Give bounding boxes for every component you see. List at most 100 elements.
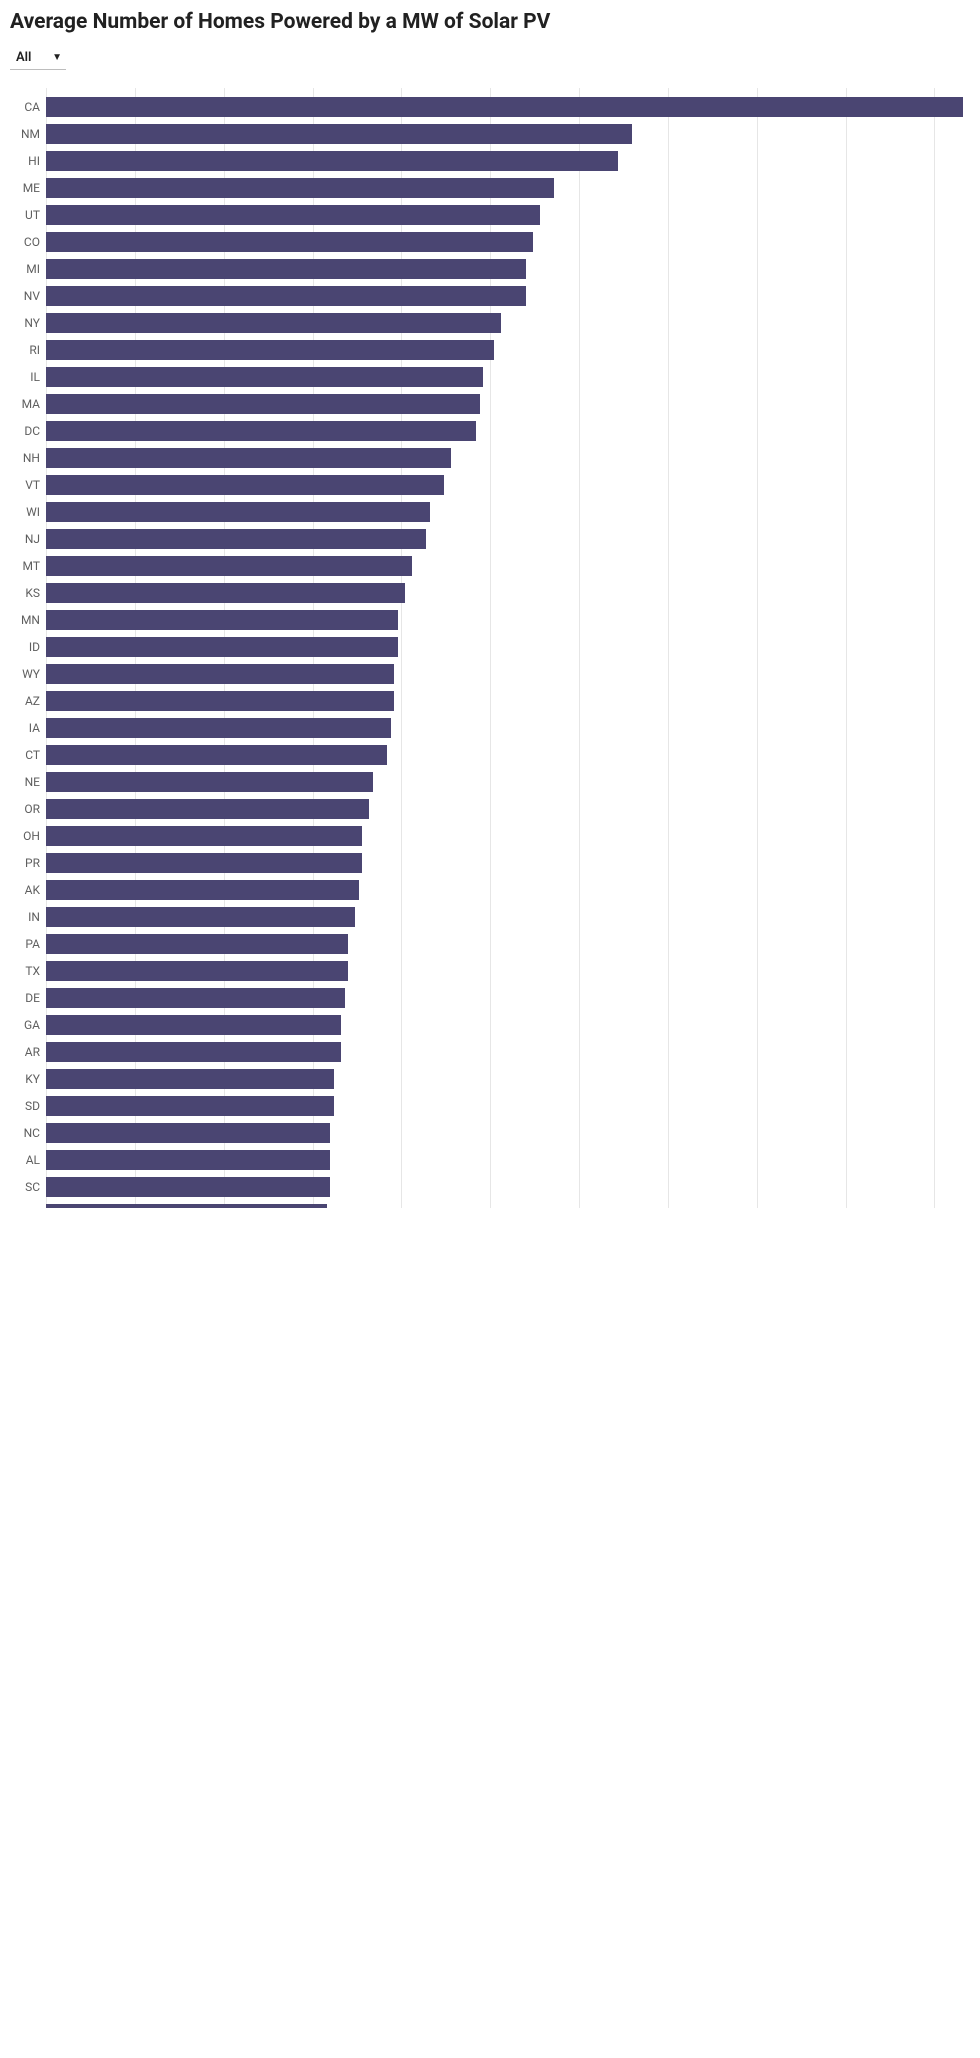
bar-track [46, 204, 970, 226]
bar-label: CT [10, 748, 46, 762]
bar-row: NE [10, 771, 970, 793]
bar[interactable] [46, 313, 501, 333]
bar-row: CA [10, 96, 970, 118]
bar-track [46, 123, 970, 145]
bar[interactable] [46, 691, 394, 711]
bar[interactable] [46, 853, 362, 873]
bar[interactable] [46, 907, 355, 927]
bar[interactable] [46, 880, 359, 900]
bar[interactable] [46, 1177, 330, 1197]
bar-track [46, 933, 970, 955]
bar[interactable] [46, 97, 963, 117]
bar[interactable] [46, 745, 387, 765]
bar-track [46, 420, 970, 442]
bar-label: AR [10, 1045, 46, 1059]
bar[interactable] [46, 988, 345, 1008]
bar[interactable] [46, 502, 430, 522]
bar-label: CA [10, 100, 46, 114]
bar-row: SC [10, 1176, 970, 1198]
bar-track [46, 528, 970, 550]
bar-row: TX [10, 960, 970, 982]
bar[interactable] [46, 124, 632, 144]
bar-track [46, 366, 970, 388]
bar-label: IL [10, 370, 46, 384]
bar-row: GA [10, 1014, 970, 1036]
bar[interactable] [46, 394, 480, 414]
bar[interactable] [46, 610, 398, 630]
bar[interactable] [46, 340, 494, 360]
bar[interactable] [46, 637, 398, 657]
bar[interactable] [46, 1123, 330, 1143]
bar-row: AZ [10, 690, 970, 712]
bar[interactable] [46, 1150, 330, 1170]
bar-track [46, 312, 970, 334]
bar-label: MN [10, 613, 46, 627]
bar[interactable] [46, 178, 554, 198]
bar-label: NY [10, 316, 46, 330]
bar[interactable] [46, 718, 391, 738]
bar[interactable] [46, 475, 444, 495]
bar-track [46, 231, 970, 253]
bar-row: KS [10, 582, 970, 604]
bar-track [46, 501, 970, 523]
bar[interactable] [46, 1069, 334, 1089]
filter-dropdown[interactable]: All ▼ [10, 46, 66, 70]
bar-track [46, 690, 970, 712]
bar-label: ID [10, 640, 46, 654]
bar-track [46, 879, 970, 901]
bar[interactable] [46, 259, 526, 279]
bar-label: GA [10, 1018, 46, 1032]
bar-label: ME [10, 181, 46, 195]
bar-label: AK [10, 883, 46, 897]
bar-label: PA [10, 937, 46, 951]
bar[interactable] [46, 421, 476, 441]
bar-label: CO [10, 235, 46, 249]
chart-plot-area: CANMHIMEUTCOMINVNYRIILMADCNHVTWINJMTKSMN… [10, 88, 970, 1208]
bar-track [46, 852, 970, 874]
bar-track [46, 555, 970, 577]
bar[interactable] [46, 772, 373, 792]
bar[interactable] [46, 286, 526, 306]
bar[interactable] [46, 961, 348, 981]
bar-track [46, 1149, 970, 1171]
bar[interactable] [46, 664, 394, 684]
bar[interactable] [46, 826, 362, 846]
bar[interactable] [46, 151, 618, 171]
bar[interactable] [46, 367, 483, 387]
bar-track [46, 609, 970, 631]
bar[interactable] [46, 556, 412, 576]
bar-label: IN [10, 910, 46, 924]
bar-track [46, 96, 970, 118]
bar-label: OH [10, 829, 46, 843]
bar[interactable] [46, 232, 533, 252]
bar[interactable] [46, 205, 540, 225]
bar-label: NH [10, 451, 46, 465]
bar-label: NJ [10, 532, 46, 546]
bar-label: OR [10, 802, 46, 816]
bar[interactable] [46, 1204, 327, 1208]
bar[interactable] [46, 448, 451, 468]
bar[interactable] [46, 1042, 341, 1062]
bar[interactable] [46, 1015, 341, 1035]
bar[interactable] [46, 529, 426, 549]
chevron-down-icon: ▼ [52, 52, 62, 63]
bar-row: CT [10, 744, 970, 766]
bar-row: NY [10, 312, 970, 334]
bar[interactable] [46, 1096, 334, 1116]
bar[interactable] [46, 799, 369, 819]
bar-label: AZ [10, 694, 46, 708]
bar-label: HI [10, 154, 46, 168]
bar[interactable] [46, 583, 405, 603]
bar[interactable] [46, 934, 348, 954]
bar-row: IL [10, 366, 970, 388]
bar-row: HI [10, 150, 970, 172]
bar-track [46, 1014, 970, 1036]
bar-row: NH [10, 447, 970, 469]
bar-label: KY [10, 1072, 46, 1086]
bar-row: PR [10, 852, 970, 874]
bar-row: DC [10, 420, 970, 442]
bar-track [46, 447, 970, 469]
bar-label: AL [10, 1153, 46, 1167]
bar-label: MT [10, 559, 46, 573]
chart-bars: CANMHIMEUTCOMINVNYRIILMADCNHVTWINJMTKSMN… [10, 96, 970, 1208]
